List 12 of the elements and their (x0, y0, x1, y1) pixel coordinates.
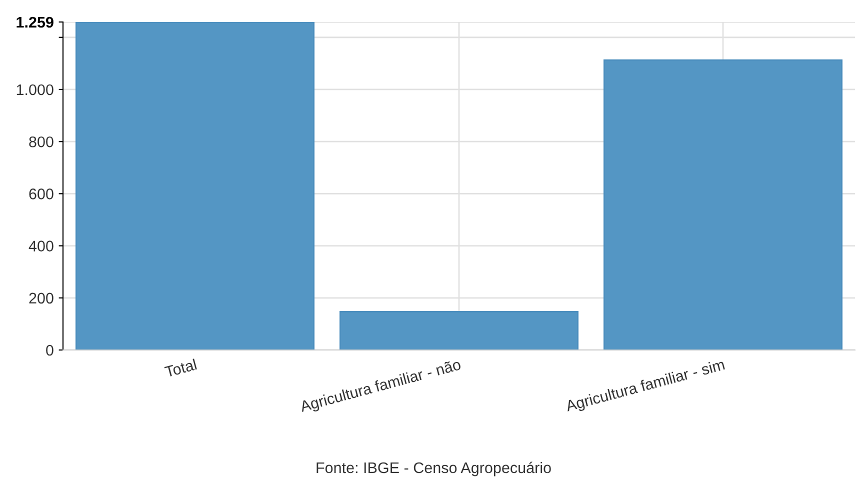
y-tick-label: 200 (29, 292, 54, 304)
y-tick-label: 1.000 (16, 84, 54, 96)
y-tick-label: 600 (29, 188, 54, 200)
source-note: Fonte: IBGE - Censo Agropecuário (316, 462, 551, 476)
bar (340, 311, 578, 350)
y-tick-label: 0 (46, 344, 54, 356)
y-tick-label: 800 (29, 136, 54, 148)
bar (604, 59, 842, 350)
y-tick-label: 1.259 (16, 16, 54, 28)
bar (76, 22, 314, 350)
y-tick-label: 400 (28, 240, 54, 252)
x-tick-label: Total (164, 358, 197, 378)
